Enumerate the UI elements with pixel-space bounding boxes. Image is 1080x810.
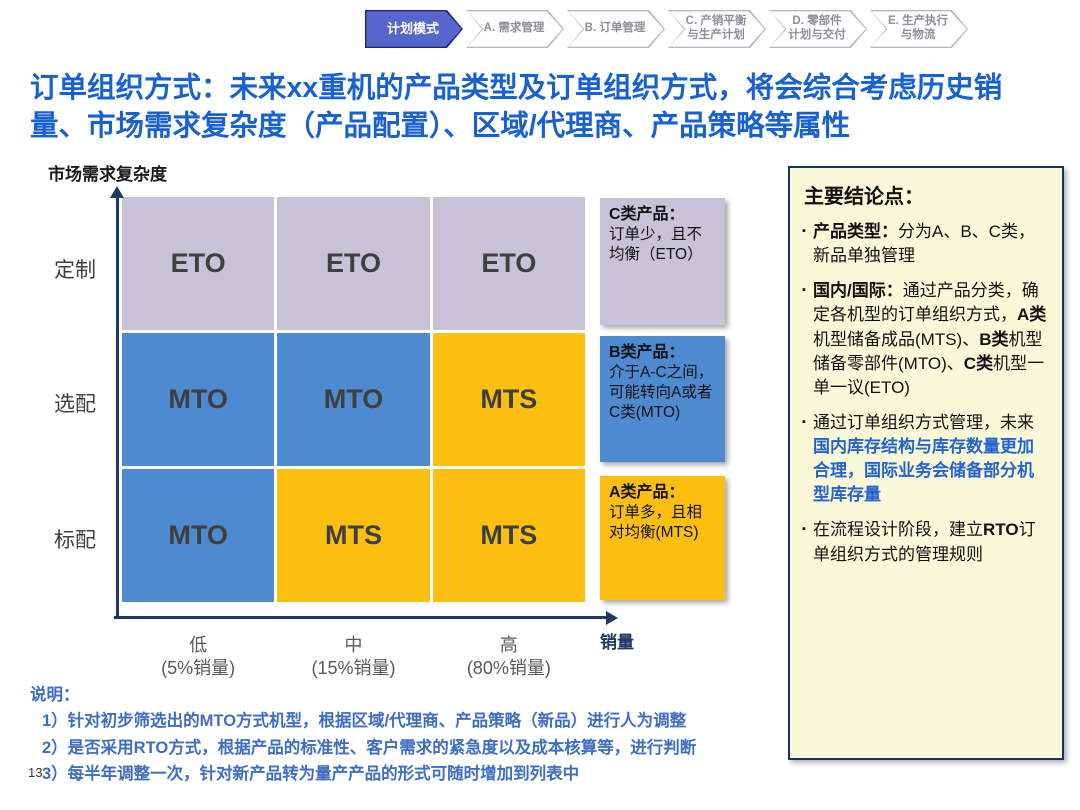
callout-title: C类产品： [609,206,685,223]
callout-body: 订单少，且不均衡（ETO） [609,226,703,264]
tab-label: 计划模式 [365,10,463,48]
matrix-cell-r0c0: ETO [122,197,275,330]
matrix-cell-r1c0: MTO [122,333,275,466]
matrix-cell-label: ETO [325,248,381,278]
bullet-text: 国内/国际：通过产品分类，确定各机型的订单组织方式，A类机型储备成品(MTS)、… [813,281,1047,397]
row-label-configurable: 选配 [54,393,96,416]
callout-product-b: B类产品： 介于A-C之间，可能转向A或者C类(MTO) [600,336,725,462]
callout-body: 介于A-C之间，可能转向A或者C类(MTO) [609,364,714,422]
conclusion-bullet-inventory: ▪ 通过订单组织方式管理，未来国内库存结构与库存数量更加合理，国际业务会储备部分… [802,411,1050,508]
matrix-cell-label: MTO [323,384,384,414]
bullet-text: 通过订单组织方式管理，未来国内库存结构与库存数量更加合理，国际业务会储备部分机型… [813,412,1034,505]
tab-demand-management[interactable]: A. 需求管理 [466,10,564,48]
matrix-cell-label: MTO [168,384,228,414]
tab-parts-planning-delivery[interactable]: D. 零部件 计划与交付 [769,10,867,48]
x-axis-title: 销量 [600,633,634,652]
callout-title: B类产品： [609,344,685,361]
conclusion-bullet-rto-rules: ▪ 在流程设计阶段，建立RTO订单组织方式的管理规则 [802,518,1050,566]
notes-items: 1）针对初步筛选出的MTO方式机型，根据区域/代理商、产品策略（新品）进行人为调… [30,708,778,787]
note-item-2: 2）是否采用RTO方式，根据产品的标准性、客户需求的紧急度以及成本核算等，进行判… [42,738,697,757]
matrix-cell-label: MTS [480,384,538,414]
col-label-line2: (5%销量) [161,657,236,678]
conclusion-bullet-product-type: ▪ 产品类型：分为A、B、C类，新品单独管理 [802,220,1050,268]
col-label-line2: (80%销量) [466,657,551,678]
tab-label-line2: 计划与交付 [788,29,846,41]
bullet-square-icon: ▪ [802,225,806,237]
y-axis-title: 市场需求复杂度 [48,165,167,184]
panel-title: 主要结论点： [804,186,924,208]
callout-body: 订单多，且相对均衡(MTS) [609,504,703,542]
tab-label: E. 生产执行 与物流 [870,10,968,48]
conclusions-panel: 主要结论点： ▪ 产品类型：分为A、B、C类，新品单独管理 ▪ 国内/国际：通过… [788,166,1064,760]
x-axis-tick-labels: 低 (5%销量) 中 (15%销量) 高 (80%销量) [122,634,585,679]
col-label-high: 高 (80%销量) [433,634,585,679]
order-type-matrix: ETO ETO ETO MTO MTO MTS MTO MTS MTS [122,197,585,602]
conclusion-bullet-domestic-international: ▪ 国内/国际：通过产品分类，确定各机型的订单组织方式，A类机型储备成品(MTS… [802,279,1050,400]
tab-label-line1: E. 生产执行 [887,15,949,28]
matrix-cell-label: ETO [481,248,537,278]
matrix-cell-label: MTS [480,520,538,550]
matrix-cell-r0c1: ETO [277,197,430,330]
matrix-cell-label: MTS [324,520,382,550]
row-label-standard: 标配 [54,529,96,552]
notes-block: 说明： 1）针对初步筛选出的MTO方式机型，根据区域/代理商、产品策略（新品）进… [30,682,778,788]
tab-label-line2: 与物流 [900,29,936,41]
tab-plan-mode[interactable]: 计划模式 [365,10,463,48]
matrix-cell-r2c0: MTO [122,469,275,602]
tab-label-line2: 与生产计划 [687,29,745,41]
notes-heading: 说明： [30,686,80,704]
callout-title: A类产品： [609,484,685,501]
col-label-line1: 中 [344,635,363,655]
tab-sales-production-balance[interactable]: C. 产销平衡 与生产计划 [668,10,766,48]
note-item-1: 1）针对初步筛选出的MTO方式机型，根据区域/代理商、产品策略（新品）进行人为调… [42,712,687,731]
matrix-cell-r0c2: ETO [432,197,585,330]
tab-order-management[interactable]: B. 订单管理 [567,10,665,48]
tab-production-execution-logistics[interactable]: E. 生产执行 与物流 [870,10,968,48]
col-label-low: 低 (5%销量) [122,634,274,679]
tab-label: A. 需求管理 [466,10,564,48]
col-label-line1: 高 [499,635,518,655]
callout-product-a: A类产品： 订单多，且相对均衡(MTS) [600,476,725,600]
page-title: 订单组织方式：未来xx重机的产品类型及订单组织方式，将会综合考虑历史销量、市场需… [30,72,1003,142]
tab-label-line1: B. 订单管理 [584,22,646,35]
bullet-square-icon: ▪ [802,415,806,428]
x-axis-arrow-icon [606,611,618,625]
y-axis-arrow-icon [110,186,124,198]
bullet-square-icon: ▪ [802,523,806,536]
note-item-3: 3）每半年调整一次，针对新产品转为量产产品的形式可随时增加到列表中 [42,765,580,784]
tab-label-line1: D. 零部件 [792,15,842,28]
matrix-cell-r1c2: MTS [432,333,585,466]
tab-label-line1: 计划模式 [386,21,439,37]
page-number: 13 [28,765,43,780]
matrix-cell-r2c1: MTS [277,469,430,602]
matrix-cell-r2c2: MTS [432,469,585,602]
matrix-cell-r1c1: MTO [277,333,430,466]
callout-product-c: C类产品： 订单少，且不均衡（ETO） [600,198,725,325]
bullet-text: 产品类型：分为A、B、C类，新品单独管理 [813,222,1035,266]
row-label-custom: 定制 [54,259,96,282]
tab-label: C. 产销平衡 与生产计划 [668,10,766,48]
col-label-line1: 低 [189,635,208,655]
bullet-square-icon: ▪ [802,284,806,297]
matrix-cell-label: MTO [168,520,228,550]
col-label-medium: 中 (15%销量) [277,634,429,679]
x-axis-line [114,616,608,619]
tab-label-line1: C. 产销平衡 [685,15,747,28]
bullet-text: 在流程设计阶段，建立RTO订单组织方式的管理规则 [813,520,1036,564]
tab-label-line1: A. 需求管理 [483,22,545,35]
tab-label: D. 零部件 计划与交付 [769,10,867,48]
process-tab-bar: 计划模式 A. 需求管理 B. 订单管理 C. 产销平衡 [365,10,971,48]
tab-label: B. 订单管理 [567,10,665,48]
col-label-line2: (15%销量) [311,657,396,678]
matrix-cell-label: ETO [170,248,226,278]
y-axis-line [116,196,119,617]
